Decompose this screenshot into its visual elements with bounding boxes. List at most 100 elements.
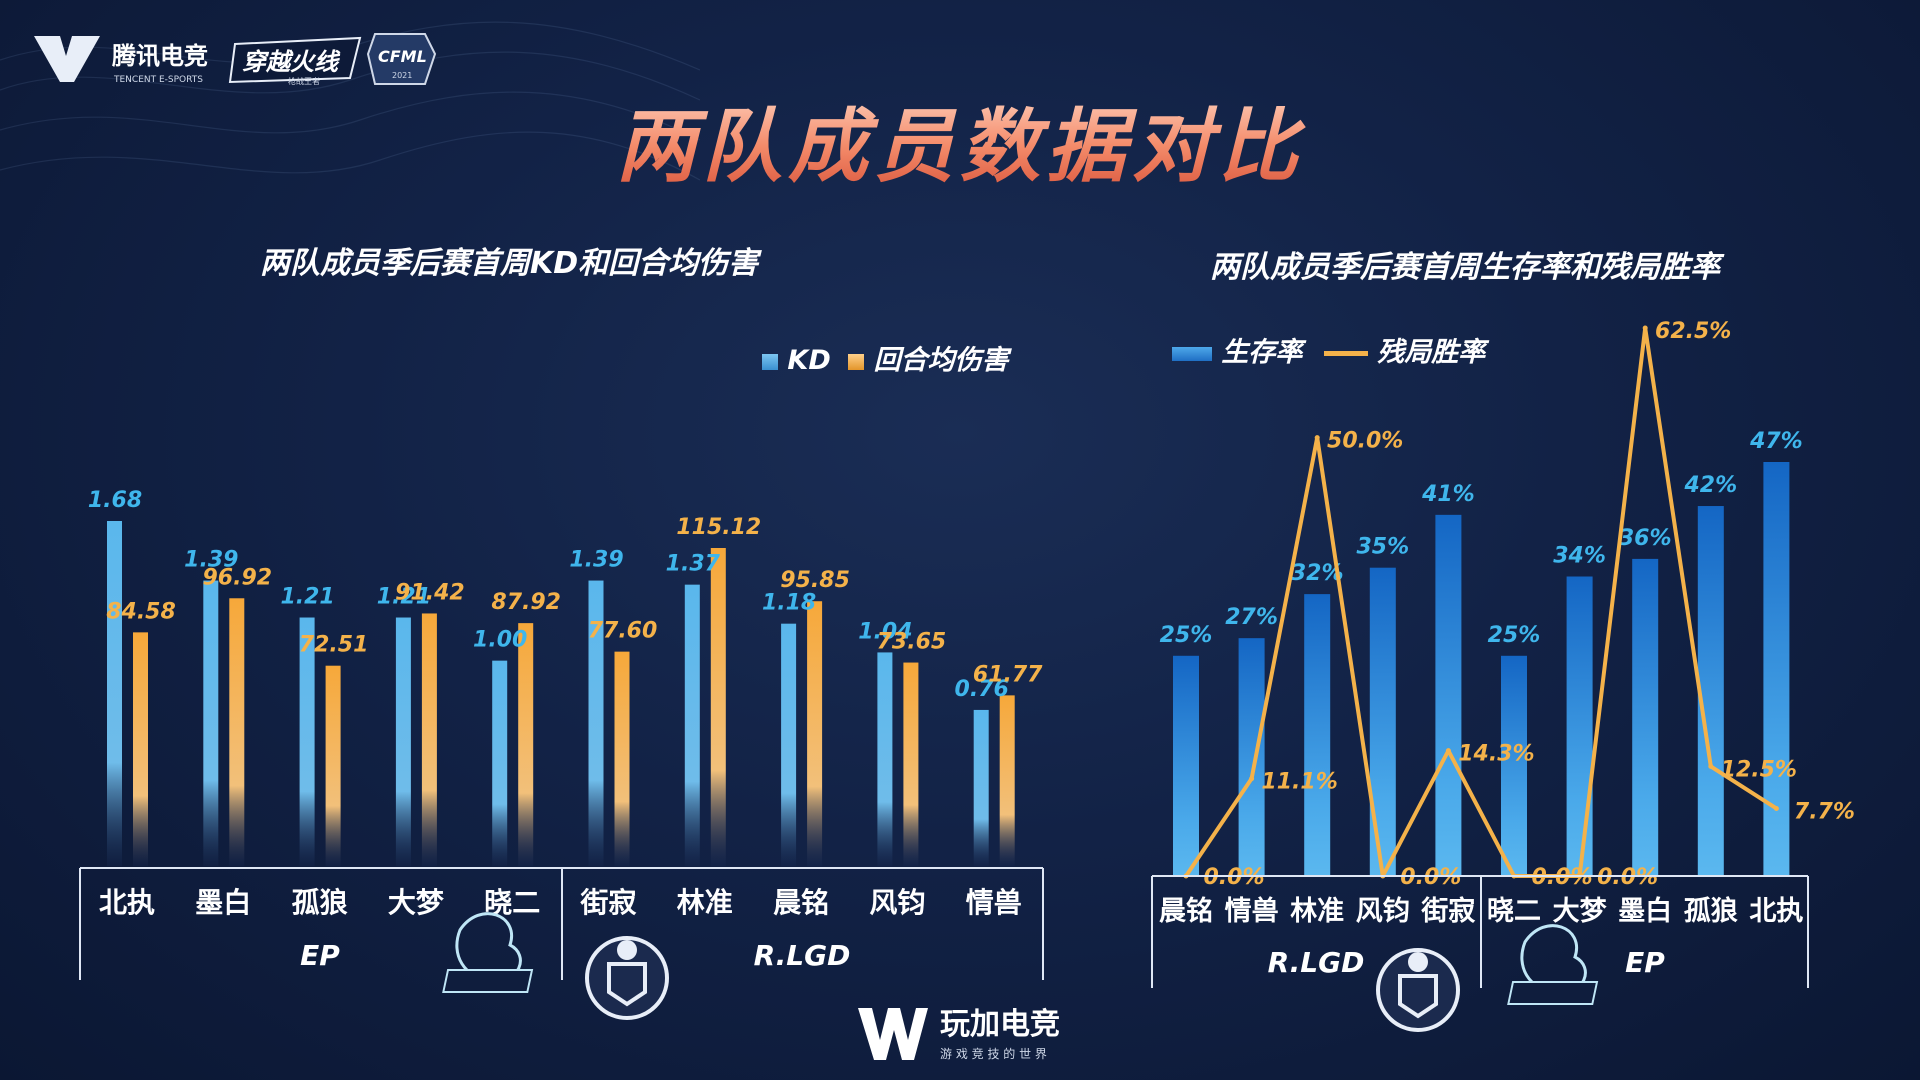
kd-value-label: 1.04 [858,619,912,644]
survival-category-label: 北执 [1749,896,1803,927]
ep-dragon-logo [442,912,534,993]
crossfire-logo: 穿越火线 枪战王者 [228,36,362,86]
survival-bar [1697,506,1724,876]
damage-value-label: 96.92 [203,565,273,590]
survival-chart-title: 两队成员季后赛首周生存率和残局胜率 [1210,250,1720,285]
survival-category-label: 晓二 [1487,896,1541,927]
damage-bar [421,613,437,866]
rlgd-shield-logo [1376,948,1460,1032]
brand-slogan: 游 戏 竞 技 的 世 界 [940,1046,1047,1061]
endgame-value-label: 0.0% [1400,865,1461,890]
kd-value-label: 1.00 [473,628,527,653]
endgame-point [1314,435,1320,441]
survival-bar [1501,655,1527,876]
endgame-value-label: 0.0% [1597,865,1658,890]
kd-value-label: 1.37 [666,552,721,577]
legend-damage-swatch [848,353,865,370]
kd-bar [684,584,700,866]
endgame-value-label: 7.7% [1794,799,1855,824]
survival-category-label: 墨白 [1618,895,1672,927]
kd-bar [877,652,893,866]
endgame-point [1708,763,1714,769]
tencent-esports-logo: 腾讯电竞 TENCENT E-SPORTS [34,36,208,85]
logo2-sub: 枪战王者 [288,76,320,86]
damage-bar [614,651,630,866]
wanplus-brand: 玩加电竞 游 戏 竞 技 的 世 界 [858,1007,1060,1061]
kd-chart-axis [79,867,1044,980]
kd-category-label: 情兽 [966,886,1022,919]
damage-value-label: 77.60 [588,619,658,644]
survival-team-label-ep: EP [1625,946,1665,979]
survival-bar [1173,655,1199,876]
legend-damage-label: 回合均伤害 [873,345,1009,376]
survival-category-label: 孤狼 [1684,895,1738,927]
kd-team-label-rlgd: R.LGD [754,939,851,972]
survival-bar [1238,638,1265,876]
survival-chart-legend: 生存率 残局胜率 [1172,330,1485,369]
damage-bar [999,695,1015,866]
survival-value-label: 41% [1421,482,1475,507]
survival-value-label: 25% [1160,623,1213,648]
logo2-name: 穿越火线 [242,48,341,76]
kd-bar [107,521,122,866]
kd-value-label: 1.39 [569,548,623,573]
survival-value-label: 25% [1488,623,1541,648]
endgame-point [1445,748,1451,754]
legend-endgame-label: 残局胜率 [1377,337,1486,368]
damage-bar [903,662,919,866]
damage-bar [807,601,823,866]
kd-value-label: 1.39 [184,548,238,573]
survival-value-label: 42% [1683,473,1737,498]
survival-category-label: 晨铭 [1159,896,1213,927]
survival-value-label: 36% [1619,526,1672,551]
damage-value-label: 95.85 [780,568,850,593]
header-logos: 腾讯电竞 TENCENT E-SPORTS 穿越火线 枪战王者 CFML 202… [34,33,437,86]
kd-value-label: 1.21 [377,585,431,610]
legend-kd-label: KD [787,345,831,376]
endgame-point [1642,325,1648,331]
kd-value-label: 1.68 [88,488,142,513]
kd-category-label: 街寂 [579,886,636,919]
survival-value-label: 47% [1749,429,1803,454]
damage-value-label: 61.77 [973,662,1043,687]
survival-category-label: 风钧 [1356,896,1410,927]
endgame-point [1249,776,1255,782]
damage-value-label: 84.58 [106,599,176,624]
wanplus-logo-mark [858,1008,928,1060]
kd-chart-title: 两队成员季后赛首周KD和回合均伤害 [260,246,759,281]
survival-bar [1566,576,1593,876]
ep-dragon-logo [1507,924,1599,1005]
survival-bar [1435,514,1462,876]
damage-value-label: 115.12 [676,515,761,540]
survival-value-label: 27% [1225,605,1278,630]
endgame-winrate-line [1184,326,1778,878]
kd-bar [203,580,219,866]
survival-chart-axis [1151,875,1809,988]
damage-bar [518,623,534,866]
damage-bar [325,665,341,866]
damage-bar [229,598,245,866]
kd-team-label-ep: EP [300,939,340,972]
kd-bar [588,580,604,866]
kd-category-label: 孤狼 [292,886,348,919]
kd-bar [781,623,797,866]
kd-chart-legend: KD 回合均伤害 [762,338,1009,377]
legend-kd-swatch [762,353,778,370]
survival-bar [1632,558,1659,876]
endgame-value-label: 12.5% [1721,757,1797,782]
logo3-sub: 2021 [392,71,412,80]
kd-category-label: 风钧 [869,886,925,919]
survival-value-label: 34% [1553,544,1606,569]
survival-bar [1304,594,1331,876]
endgame-value-label: 50.0% [1327,429,1403,454]
cfml-logo: CFML 2021 [366,33,437,85]
legend-survival-label: 生存率 [1221,337,1303,368]
endgame-value-label: 14.3% [1458,742,1534,767]
endgame-value-label: 11.1% [1261,770,1337,795]
kd-value-label: 1.21 [280,585,334,610]
damage-value-label: 72.51 [299,633,369,658]
damage-bar [133,632,148,866]
brand-name: 玩加电竞 [940,1007,1060,1042]
